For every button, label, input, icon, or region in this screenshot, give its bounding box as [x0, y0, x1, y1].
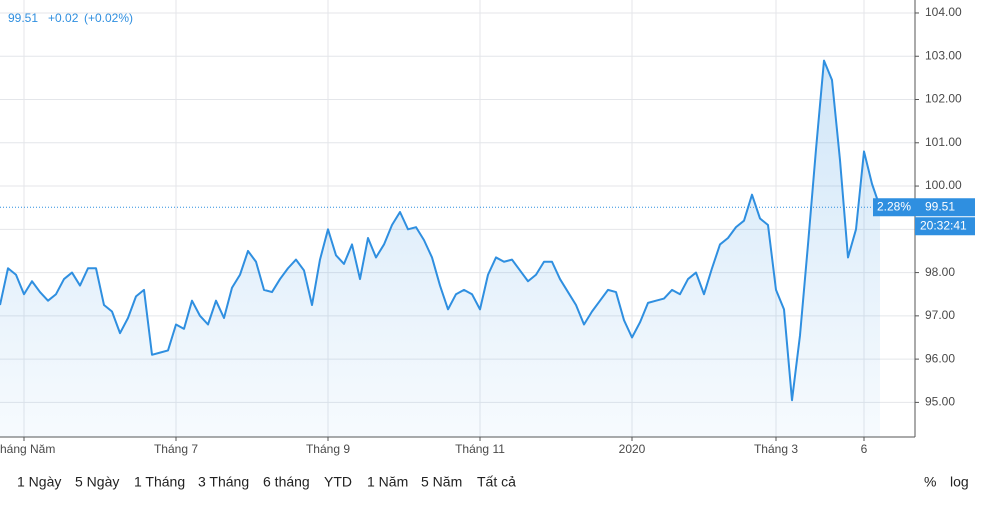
- log-toggle[interactable]: log: [950, 474, 969, 490]
- price: 99.51: [8, 11, 38, 25]
- range-button[interactable]: 6 tháng: [263, 474, 310, 490]
- y-tick-label: 98.00: [925, 265, 955, 279]
- range-button[interactable]: 1 Ngày: [17, 474, 61, 490]
- x-tick-label: 6: [861, 442, 868, 456]
- range-button[interactable]: 1 Tháng: [134, 474, 185, 490]
- y-tick-label: 103.00: [925, 48, 962, 62]
- change-pct-badge-label: 2.28%: [877, 199, 911, 213]
- y-tick-label: 95.00: [925, 395, 955, 409]
- last-price-badge-label: 99.51: [925, 199, 955, 213]
- y-tick-label: 102.00: [925, 92, 962, 106]
- percent-toggle[interactable]: %: [924, 474, 936, 490]
- x-tick-label: Tháng 3: [754, 442, 798, 456]
- x-tick-label: Tháng 11: [455, 442, 505, 456]
- time-badge-label: 20:32:41: [920, 218, 967, 232]
- range-button[interactable]: Tất cả: [477, 474, 516, 490]
- range-button[interactable]: 1 Năm: [367, 474, 408, 490]
- change-pct: (+0.02%): [84, 11, 133, 25]
- y-tick-label: 101.00: [925, 135, 962, 149]
- x-tick-label: Tháng 7: [154, 442, 198, 456]
- change: +0.02: [48, 11, 79, 25]
- x-tick-label: 2020: [619, 442, 646, 456]
- y-tick-label: 97.00: [925, 308, 955, 322]
- change-pct-badge: [873, 198, 915, 217]
- price-line: [0, 59, 881, 402]
- x-tick-label: Tháng 9: [306, 442, 350, 456]
- y-tick-label: 96.00: [925, 351, 955, 365]
- range-button[interactable]: 5 Ngày: [75, 474, 119, 490]
- range-button[interactable]: YTD: [324, 474, 352, 490]
- x-tick-label: Tháng Năm: [0, 442, 55, 456]
- area-fill: [0, 60, 880, 438]
- range-button[interactable]: 5 Năm: [421, 474, 462, 490]
- last-price-badge: [915, 198, 975, 217]
- time-badge: [915, 217, 975, 236]
- range-button[interactable]: 3 Tháng: [198, 474, 249, 490]
- y-tick-label: 104.00: [925, 5, 962, 19]
- y-tick-label: 100.00: [925, 178, 962, 192]
